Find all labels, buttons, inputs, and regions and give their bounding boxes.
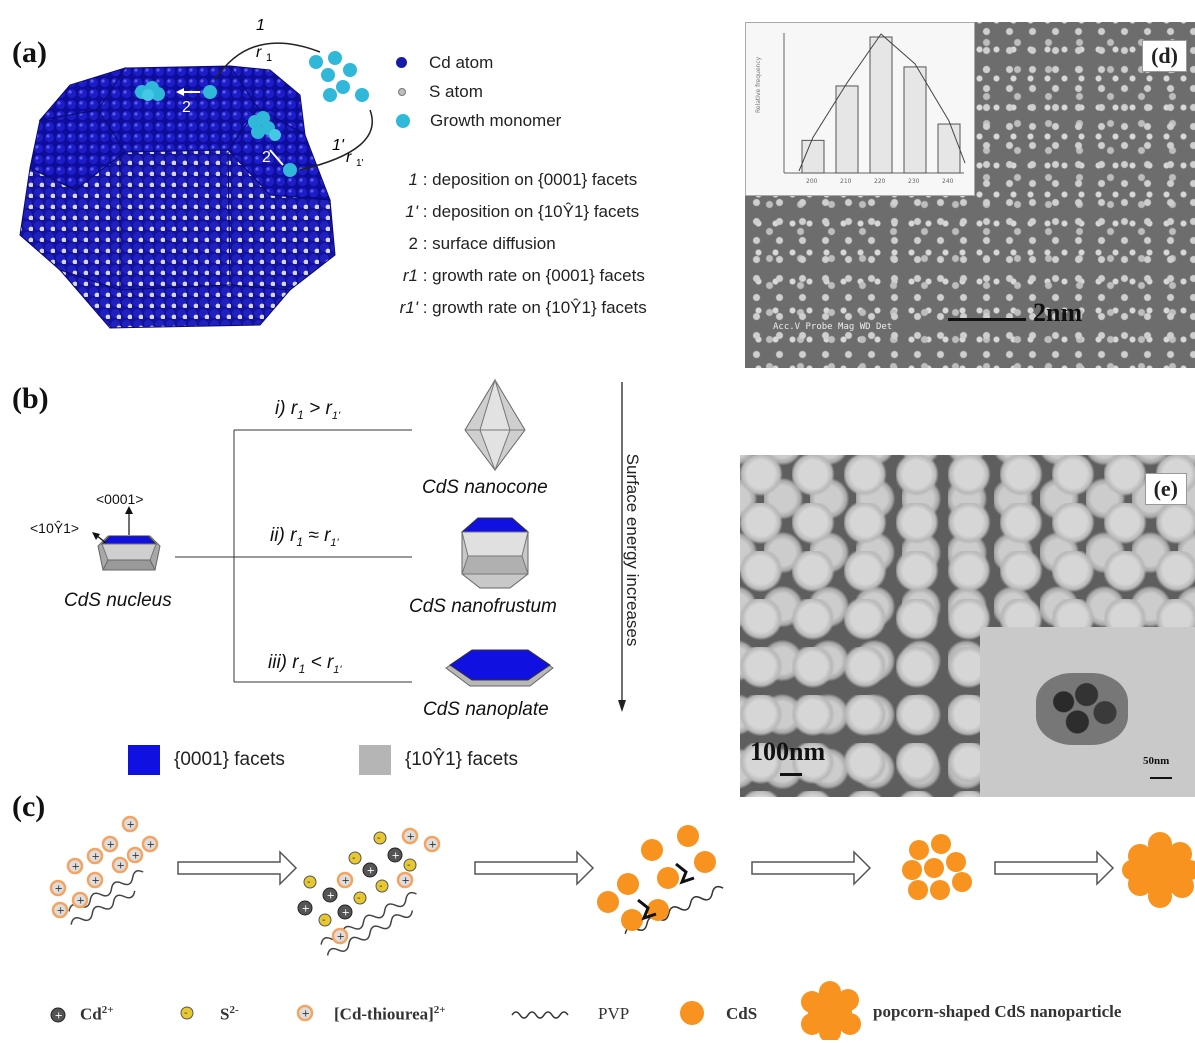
growth-pathway-diagram: [92, 378, 626, 712]
legend-popcorn-label: popcorn-shaped CdS nanoparticle: [873, 1002, 1122, 1021]
nucleus-label: CdS nucleus: [64, 590, 172, 611]
scale-bar-e-label: 100nm: [750, 737, 826, 766]
scale-bar-e: [780, 773, 802, 776]
atom-legend: Cd atom S atom Growth monomer: [396, 48, 561, 135]
panel-label-e: (e): [1144, 473, 1187, 505]
histogram-tick-label: 220: [874, 178, 886, 185]
cd-thiourea-icon: [296, 1004, 314, 1022]
cds-nucleus-shape: [97, 535, 161, 571]
condition-iii: iii) r1 < r1': [268, 652, 342, 676]
histogram-bar: [801, 139, 825, 174]
sem-info-bar: Acc.V Probe Mag WD Det: [773, 322, 893, 332]
histogram-tick-label: 240: [942, 178, 954, 185]
definition-2: 2 : surface diffusion: [408, 234, 556, 253]
histogram-tick-label: 210: [840, 178, 852, 185]
s-atom-icon: [398, 87, 406, 96]
legend-growth-monomer: Growth monomer: [396, 106, 561, 135]
arrow-3: [751, 850, 872, 886]
histogram-tick-label: 230: [908, 178, 920, 185]
stage-1-pvp-complex: [49, 815, 159, 925]
histogram-tick-label: 200: [806, 178, 818, 185]
cds-nanoplate-shape: [445, 649, 554, 687]
cd-atom-icon: [396, 57, 407, 68]
growth-monomer-icon: [396, 113, 410, 128]
definition-1: 1 : deposition on {0001} facets: [408, 170, 638, 189]
nanoplate-label: CdS nanoplate: [423, 699, 549, 720]
legend-cd-ion-label: Cd2+: [80, 1004, 114, 1024]
nanofrustum-label: CdS nanofrustum: [409, 596, 557, 617]
condition-ii: ii) r1 ≈ r1': [270, 525, 339, 549]
sem-image-d: (d) Relative frequency 200 210 220 230 240 2…: [745, 22, 1195, 368]
histogram-bar: [835, 85, 859, 174]
legend-icons: [50, 981, 861, 1040]
scale-bar-d-label: 2nm: [1033, 298, 1083, 327]
histogram-fit-curve: [798, 33, 966, 172]
definition-r1: r1 : growth rate on {0001} facets: [402, 266, 645, 285]
cds-nanocone-shape: [464, 378, 526, 472]
scale-bar-e-inset: [1150, 777, 1172, 779]
panel-label-b: (b): [12, 382, 49, 415]
cds-nanofrustum-shape: [460, 517, 530, 589]
label-two-side: 2: [262, 149, 271, 166]
label-r1-prime: r: [346, 149, 352, 166]
label-one-prime: 1': [332, 137, 345, 154]
sem-image-e: (e) 50nm 100nm: [740, 455, 1195, 797]
svg-text:Relative frequency: Relative frequency: [755, 56, 762, 113]
facet-0001-swatch: [128, 745, 160, 775]
popcorn-icon: [801, 981, 861, 1040]
label-two-top: 2: [182, 99, 191, 116]
legend-s-ion-label: S2-: [220, 1004, 239, 1024]
panel-label-d: (d): [1142, 40, 1187, 72]
cds-icon: [680, 1001, 704, 1025]
stage-5-popcorn-particle: [1122, 832, 1195, 908]
formation-mechanism-diagram: + - +: [49, 815, 1195, 1040]
tem-particle-cluster: [1036, 673, 1128, 745]
surface-monomers-side: [248, 111, 297, 177]
definition-1-prime: 1' : deposition on {10Ŷ1} facets: [405, 202, 640, 221]
surface-energy-label: Surface energy increases: [623, 453, 642, 647]
stage-3-nucleation: [597, 825, 724, 934]
pvp-icon: [511, 1011, 569, 1019]
panel-label-c: (c): [12, 790, 46, 823]
legend-cd-atom: Cd atom: [396, 48, 561, 77]
process-definitions: 1 : deposition on {0001} facets 1' : dep…: [396, 170, 647, 330]
surface-monomers-top: [135, 81, 217, 101]
scale-bar-e-inset-label: 50nm: [1143, 755, 1170, 767]
facet-legend: {0001} facets {10Ŷ1} facets: [128, 745, 518, 775]
label-one: 1: [256, 17, 265, 34]
arrow-1: [177, 850, 298, 886]
arrow-4: [994, 850, 1115, 886]
definition-r1-prime: r1' : growth rate on {10Ŷ1} facets: [399, 298, 647, 317]
direction-0001-label: <0001>: [96, 491, 144, 507]
svg-text:1': 1': [356, 158, 364, 169]
svg-text:1: 1: [266, 52, 272, 64]
facet-1011-swatch: [358, 745, 391, 775]
condition-i: i) r1 > r1': [275, 398, 341, 422]
crystal-model: 2 2 1 r 1 1' r 1': [19, 17, 373, 329]
stage-4-aggregation: [902, 834, 972, 900]
legend-pvp-label: PVP: [598, 1004, 630, 1023]
free-monomers: [309, 51, 369, 102]
crystal-top-facet: [97, 65, 259, 153]
histogram-bar: [903, 66, 927, 174]
scale-bar-d: [948, 318, 1026, 321]
panel-label-a: (a): [12, 36, 47, 69]
direction-1011-label: <10Ŷ1>: [30, 520, 80, 536]
legend-s-atom: S atom: [396, 77, 561, 106]
stage-2-ion-exchange: [297, 827, 441, 956]
histogram-chart: Relative frequency 200 210 220 230 240: [755, 33, 966, 185]
histogram-bar: [869, 36, 893, 174]
legend-cds-label: CdS: [726, 1004, 758, 1023]
legend-cd-thiourea-label: [Cd-thiourea]2+: [334, 1004, 446, 1024]
size-histogram-inset: Relative frequency 200 210 220 230 240: [745, 22, 975, 196]
tem-inset: 50nm: [980, 627, 1195, 797]
label-r1: r: [256, 44, 262, 61]
s-ion-icon: [180, 1006, 194, 1020]
cd-ion-icon: [50, 1007, 66, 1023]
crystal-upper-right-facet: [228, 65, 306, 136]
arrow-2: [474, 850, 595, 886]
nanocone-label: CdS nanocone: [422, 477, 548, 498]
histogram-bar: [937, 123, 961, 174]
